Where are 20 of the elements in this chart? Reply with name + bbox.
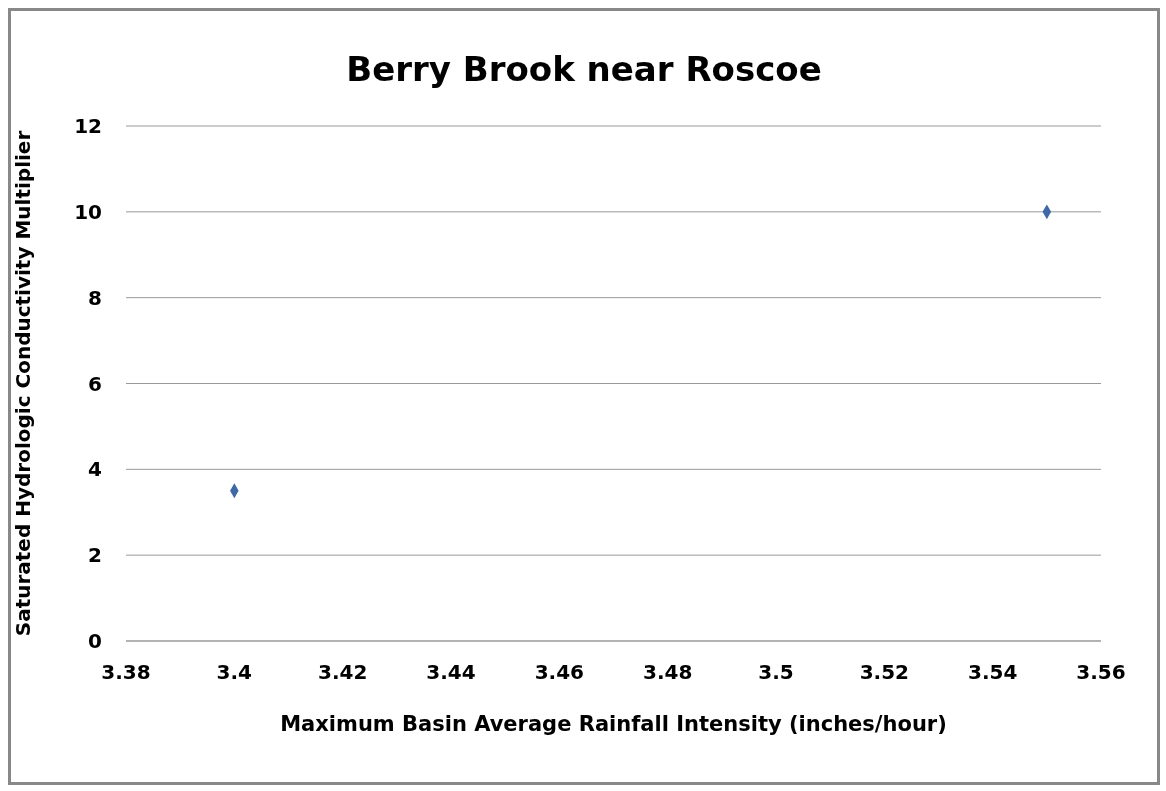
y-tick-label: 4 [88, 457, 102, 482]
x-tick-label: 3.52 [859, 660, 910, 685]
x-tick-label: 3.4 [216, 660, 253, 685]
x-tick-label: 3.44 [426, 660, 476, 685]
x-tick-label: 3.48 [642, 660, 693, 685]
y-tick-label: 2 [88, 543, 102, 568]
x-tick-label: 3.54 [967, 660, 1018, 685]
x-tick-label: 3.56 [1076, 660, 1126, 685]
y-tick-label: 8 [88, 285, 102, 310]
y-tick-label: 12 [74, 114, 102, 139]
x-axis-title: Maximum Basin Average Rainfall Intensity (inches/hour) [280, 712, 947, 736]
x-tick-label: 3.46 [534, 660, 585, 685]
y-tick-label: 10 [74, 199, 102, 224]
x-tick-label: 3.38 [101, 660, 151, 685]
x-tick-label: 3.5 [758, 660, 794, 685]
y-tick-label: 6 [88, 371, 102, 396]
y-tick-label: 0 [88, 629, 102, 654]
x-tick-label: 3.42 [317, 660, 368, 685]
y-axis-title: Saturated Hydrologic Conductivity Multiplier [11, 130, 36, 637]
chart-title: Berry Brook near Roscoe [345, 49, 823, 89]
